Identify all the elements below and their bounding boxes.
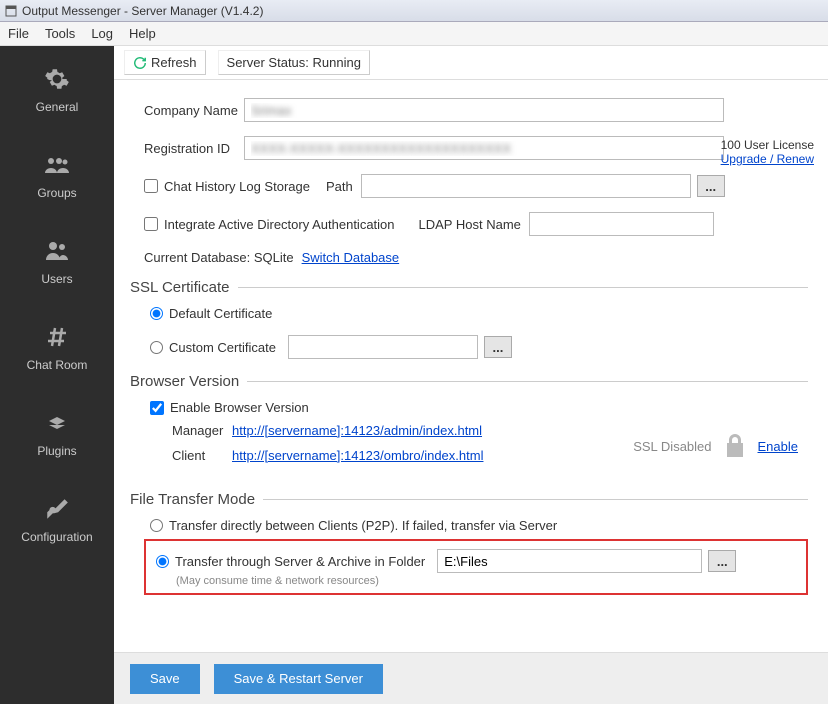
enable-browser-checkbox[interactable] <box>150 401 164 415</box>
sidebar-item-chatroom[interactable]: Chat Room <box>0 304 114 390</box>
manager-url-link[interactable]: http://[servername]:14123/admin/index.ht… <box>232 423 482 438</box>
switch-db-link[interactable]: Switch Database <box>302 250 400 265</box>
sidebar-item-users[interactable]: Users <box>0 218 114 304</box>
ssl-disabled-text: SSL Disabled <box>633 439 711 454</box>
company-name-input[interactable] <box>244 98 724 122</box>
custom-cert-radio[interactable] <box>150 341 163 354</box>
ad-label: Integrate Active Directory Authenticatio… <box>164 217 395 232</box>
title-bar: Output Messenger - Server Manager (V1.4.… <box>0 0 828 22</box>
sidebar-item-groups[interactable]: Groups <box>0 132 114 218</box>
save-restart-button[interactable]: Save & Restart Server <box>214 664 383 694</box>
client-label: Client <box>172 448 232 463</box>
enable-browser-label: Enable Browser Version <box>170 400 309 415</box>
plugin-icon <box>42 408 72 438</box>
sidebar-label: Configuration <box>21 530 92 544</box>
menu-tools[interactable]: Tools <box>45 26 75 41</box>
hash-icon <box>42 322 72 352</box>
menu-help[interactable]: Help <box>129 26 156 41</box>
refresh-label: Refresh <box>151 55 197 70</box>
sidebar-label: General <box>36 100 79 114</box>
groups-icon <box>42 150 72 180</box>
ssl-heading: SSL Certificate <box>130 279 808 296</box>
footer: Save Save & Restart Server <box>114 652 828 704</box>
sidebar-label: Plugins <box>37 444 76 458</box>
client-url-link[interactable]: http://[servername]:14123/ombro/index.ht… <box>232 448 483 463</box>
upgrade-link[interactable]: Upgrade / Renew <box>721 152 814 166</box>
sidebar-label: Chat Room <box>27 358 88 372</box>
browse-path-button[interactable]: ... <box>697 175 725 197</box>
registration-id-label: Registration ID <box>144 141 244 156</box>
users-icon <box>42 236 72 266</box>
path-input[interactable] <box>361 174 691 198</box>
refresh-icon <box>133 56 147 70</box>
p2p-radio[interactable] <box>150 519 163 532</box>
sidebar-label: Groups <box>37 186 76 200</box>
archive-folder-input[interactable] <box>437 549 702 573</box>
refresh-button[interactable]: Refresh <box>124 50 206 75</box>
menu-file[interactable]: File <box>8 26 29 41</box>
server-transfer-label: Transfer through Server & Archive in Fol… <box>175 554 425 569</box>
license-info: 100 User License Upgrade / Renew <box>721 138 814 166</box>
server-status: Server Status: Running <box>218 50 370 75</box>
server-transfer-box: Transfer through Server & Archive in Fol… <box>144 539 808 595</box>
sidebar-item-configuration[interactable]: Configuration <box>0 476 114 562</box>
sidebar: General Groups Users Chat Room Plugins C… <box>0 46 114 704</box>
content-area: Refresh Server Status: Running 100 User … <box>114 46 828 704</box>
license-text: 100 User License <box>721 138 814 152</box>
sidebar-item-plugins[interactable]: Plugins <box>0 390 114 476</box>
default-cert-label: Default Certificate <box>169 306 272 321</box>
browser-heading: Browser Version <box>130 373 808 390</box>
lock-icon <box>724 433 746 459</box>
toolbar: Refresh Server Status: Running <box>114 46 828 80</box>
menu-log[interactable]: Log <box>91 26 113 41</box>
registration-id-input[interactable] <box>244 136 724 160</box>
settings-panel: 100 User License Upgrade / Renew Company… <box>114 80 828 652</box>
sidebar-item-general[interactable]: General <box>0 46 114 132</box>
chat-history-label: Chat History Log Storage <box>164 179 310 194</box>
path-label: Path <box>326 179 353 194</box>
custom-cert-input[interactable] <box>288 335 478 359</box>
chat-history-checkbox[interactable] <box>144 179 158 193</box>
custom-cert-label: Custom Certificate <box>169 340 276 355</box>
gear-icon <box>42 64 72 94</box>
transfer-note: (May consume time & network resources) <box>176 575 796 587</box>
company-name-label: Company Name <box>144 103 244 118</box>
save-button[interactable]: Save <box>130 664 200 694</box>
window-title: Output Messenger - Server Manager (V1.4.… <box>22 4 263 18</box>
ldap-input[interactable] <box>529 212 714 236</box>
ldap-label: LDAP Host Name <box>419 217 521 232</box>
sidebar-label: Users <box>41 272 72 286</box>
default-cert-radio[interactable] <box>150 307 163 320</box>
tools-icon <box>42 494 72 524</box>
manager-label: Manager <box>172 423 232 438</box>
ad-checkbox[interactable] <box>144 217 158 231</box>
current-db-text: Current Database: SQLite <box>144 250 294 265</box>
server-transfer-radio[interactable] <box>156 555 169 568</box>
browse-archive-button[interactable]: ... <box>708 550 736 572</box>
browse-cert-button[interactable]: ... <box>484 336 512 358</box>
menu-bar: File Tools Log Help <box>0 22 828 46</box>
transfer-heading: File Transfer Mode <box>130 491 808 508</box>
p2p-label: Transfer directly between Clients (P2P).… <box>169 518 557 533</box>
app-icon <box>4 4 18 18</box>
enable-ssl-link[interactable]: Enable <box>758 439 798 454</box>
